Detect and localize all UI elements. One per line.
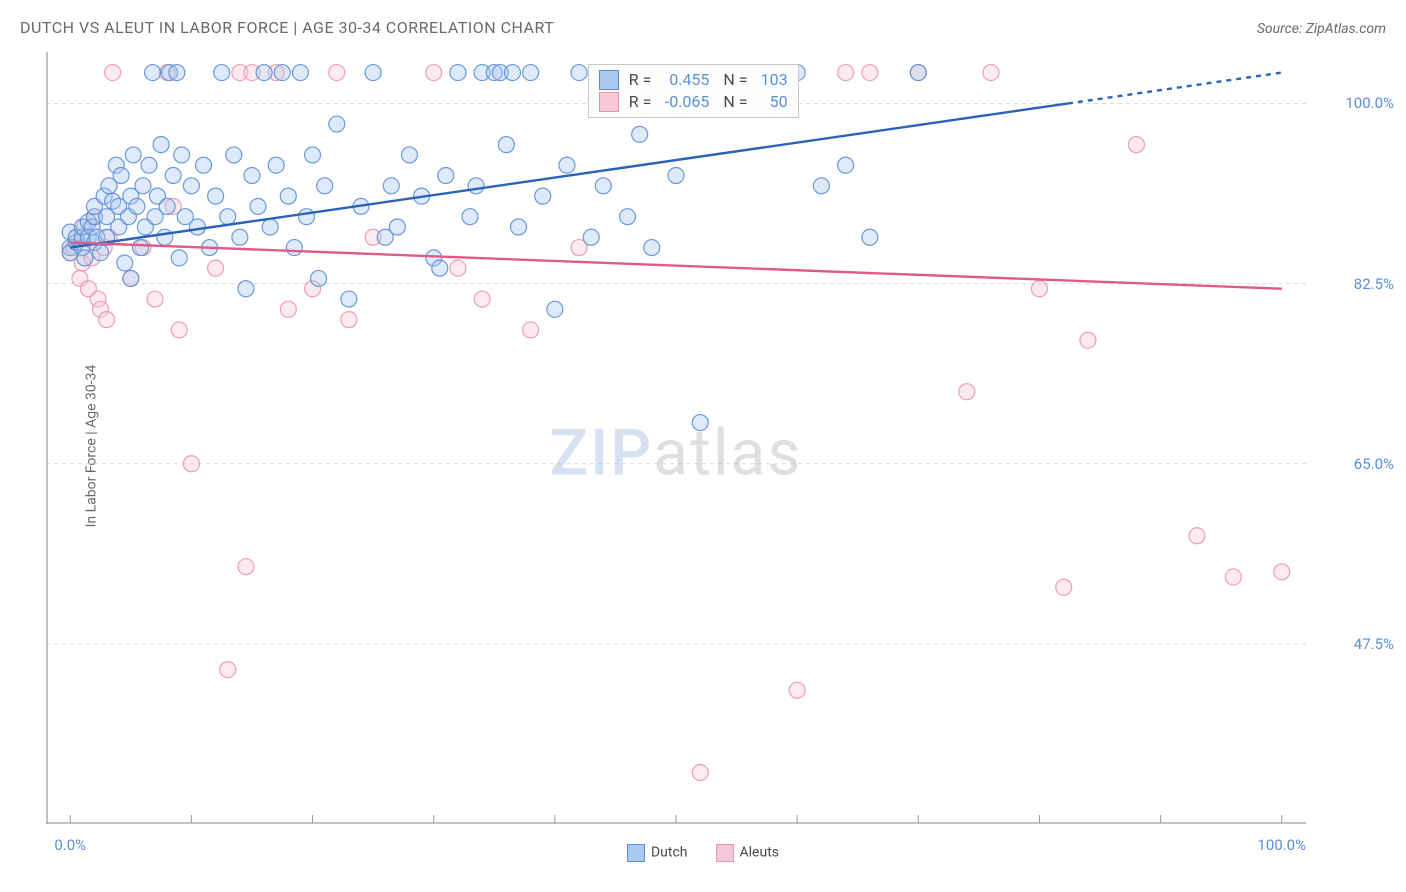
stats-swatch — [599, 92, 619, 112]
scatter-plot-svg — [46, 52, 1306, 824]
legend-label: Aleuts — [740, 845, 779, 861]
stat-value-r: 0.455 — [657, 69, 709, 91]
stats-row: R =0.455 N = 103 — [599, 69, 788, 91]
stat-label-n: N = — [723, 69, 747, 91]
y-tick-label: 100.0% — [1345, 94, 1394, 112]
stat-value-n: 103 — [754, 69, 788, 91]
source-attribution: Source: ZipAtlas.com — [1257, 21, 1386, 37]
stat-label-r: R = — [629, 69, 652, 91]
legend: Dutch Aleuts — [627, 844, 779, 862]
stats-swatch — [599, 70, 619, 90]
stat-label-n: N = — [723, 91, 747, 113]
correlation-stats-box: R =0.455 N = 103 R =-0.065 N = 50 — [588, 64, 799, 119]
x-tick-label: 100.0% — [1257, 836, 1306, 854]
y-tick-label: 82.5% — [1354, 275, 1394, 293]
stats-row: R =-0.065 N = 50 — [599, 91, 788, 113]
stat-value-n: 50 — [754, 91, 788, 113]
legend-label: Dutch — [651, 845, 688, 861]
plot-area: R =0.455N =103R =-0.065N =50 ZIPatlas 47… — [46, 52, 1306, 824]
stat-value-r: -0.065 — [657, 91, 709, 113]
chart-title: DUTCH VS ALEUT IN LABOR FORCE | AGE 30-3… — [20, 18, 554, 37]
x-tick-label: 0.0% — [54, 836, 86, 854]
legend-item: Aleuts — [716, 844, 779, 862]
y-tick-label: 47.5% — [1354, 635, 1394, 653]
legend-item: Dutch — [627, 844, 688, 862]
legend-swatch — [716, 844, 734, 862]
stat-label-r: R = — [629, 91, 652, 113]
legend-swatch — [627, 844, 645, 862]
y-tick-label: 65.0% — [1354, 455, 1394, 473]
